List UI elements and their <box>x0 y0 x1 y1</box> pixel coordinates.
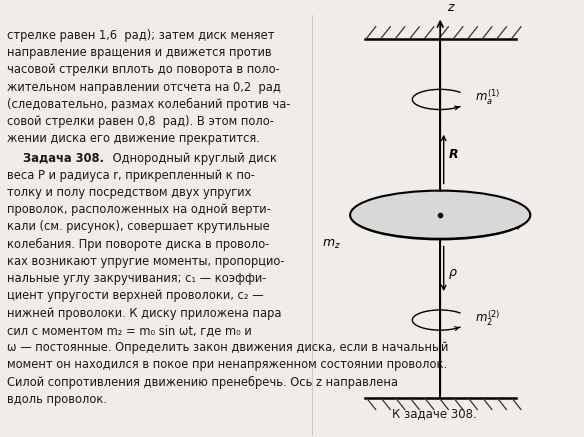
Text: веса P и радиуса r, прикрепленный к по-: веса P и радиуса r, прикрепленный к по- <box>7 169 255 182</box>
Ellipse shape <box>350 191 530 239</box>
Text: ках возникают упругие моменты, пропорцио-: ках возникают упругие моменты, пропорцио… <box>7 255 285 268</box>
Text: $m_a^{(1)}$: $m_a^{(1)}$ <box>475 88 500 107</box>
Text: $m_z$: $m_z$ <box>322 238 342 251</box>
Text: жительном направлении отсчета на 0,2  рад: жительном направлении отсчета на 0,2 рад <box>7 80 281 94</box>
Text: направление вращения и движется против: направление вращения и движется против <box>7 46 272 59</box>
Text: кали (см. рисунок), совершает крутильные: кали (см. рисунок), совершает крутильные <box>7 220 270 233</box>
Text: вдоль проволок.: вдоль проволок. <box>7 393 107 406</box>
Text: часовой стрелки вплоть до поворота в поло-: часовой стрелки вплоть до поворота в пол… <box>7 63 280 76</box>
Text: нальные углу закручивания; c₁ — коэффи-: нальные углу закручивания; c₁ — коэффи- <box>7 272 266 285</box>
Text: колебания. При повороте диска в проволо-: колебания. При повороте диска в проволо- <box>7 238 270 251</box>
Text: R: R <box>449 149 458 161</box>
Text: ω — постоянные. Определить закон движения диска, если в начальный: ω — постоянные. Определить закон движени… <box>7 341 449 354</box>
Text: $m_2^{(2)}$: $m_2^{(2)}$ <box>475 308 500 328</box>
Text: проволок, расположенных на одной верти-: проволок, расположенных на одной верти- <box>7 203 271 216</box>
Text: ρ: ρ <box>449 267 457 280</box>
Text: циент упругости верхней проволоки, c₂ —: циент упругости верхней проволоки, c₂ — <box>7 289 264 302</box>
Text: жении диска его движение прекратится.: жении диска его движение прекратится. <box>7 132 260 145</box>
Text: стрелке равен 1,6  рад); затем диск меняет: стрелке равен 1,6 рад); затем диск меняе… <box>7 29 274 42</box>
Text: Силой сопротивления движению пренебречь. Ось z направлена: Силой сопротивления движению пренебречь.… <box>7 375 398 388</box>
Text: Однородный круглый диск: Однородный круглый диск <box>109 152 277 165</box>
Text: совой стрелки равен 0,8  рад). В этом поло-: совой стрелки равен 0,8 рад). В этом пол… <box>7 115 274 128</box>
Text: момент он находился в покое при ненапряженном состоянии проволок.: момент он находился в покое при ненапряж… <box>7 358 447 371</box>
Text: толку и полу посредством двух упругих: толку и полу посредством двух упругих <box>7 186 252 199</box>
Text: нижней проволоки. К диску приложена пара: нижней проволоки. К диску приложена пара <box>7 307 281 319</box>
Text: z: z <box>447 1 454 14</box>
Text: сил с моментом m₂ = m₀ sin ωt, где m₀ и: сил с моментом m₂ = m₀ sin ωt, где m₀ и <box>7 324 252 337</box>
Text: Задача 308.: Задача 308. <box>7 152 104 165</box>
Text: К задаче 308.: К задаче 308. <box>392 407 477 420</box>
Text: (следовательно, размах колебаний против ча-: (следовательно, размах колебаний против … <box>7 98 291 111</box>
